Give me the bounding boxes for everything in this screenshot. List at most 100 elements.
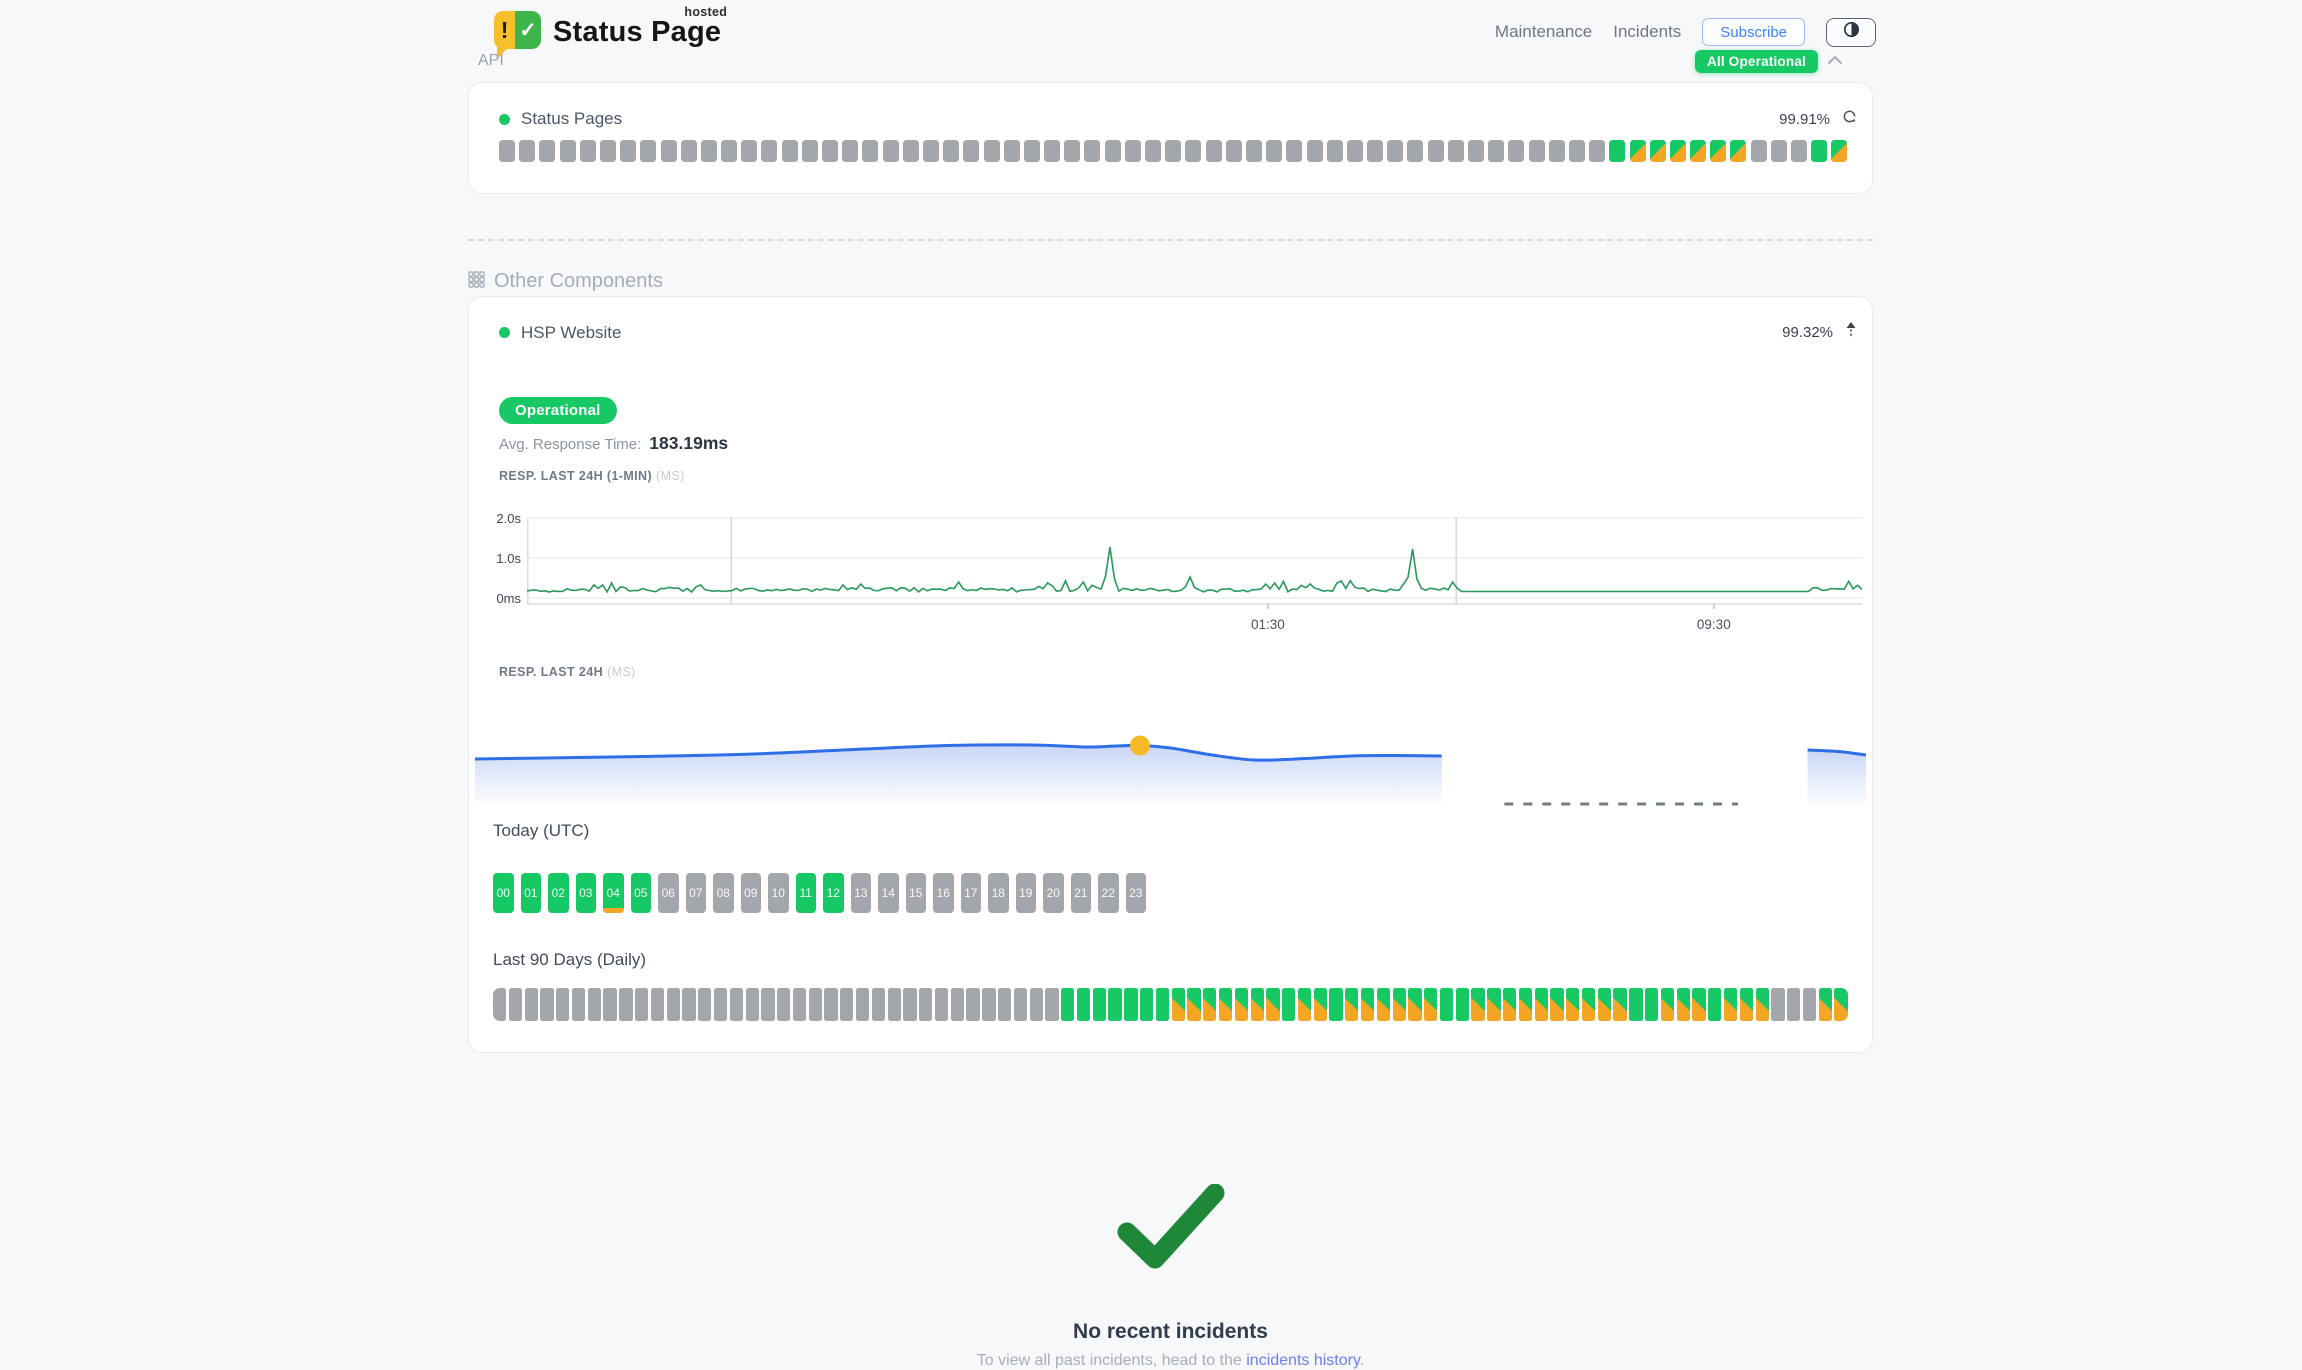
uptime-bar[interactable] (1629, 140, 1646, 162)
daily-uptime-bar[interactable] (1234, 988, 1248, 1021)
uptime-bar[interactable] (1589, 140, 1606, 162)
uptime-bar[interactable] (519, 140, 536, 162)
daily-uptime-bar[interactable] (1392, 988, 1406, 1021)
uptime-bar[interactable] (1084, 140, 1101, 162)
uptime-bar[interactable] (1245, 140, 1262, 162)
uptime-bar[interactable] (842, 140, 859, 162)
daily-uptime-bar[interactable] (1708, 988, 1722, 1021)
response-chart-24h-1min[interactable]: 2.0s 1.0s 0ms 01:30 09:30 (491, 511, 1862, 645)
uptime-bar[interactable] (1568, 140, 1585, 162)
uptime-bar[interactable] (922, 140, 939, 162)
daily-uptime-bar[interactable] (1550, 988, 1564, 1021)
uptime-bar[interactable] (1225, 140, 1242, 162)
daily-uptime-bar[interactable] (1250, 988, 1264, 1021)
daily-uptime-bar[interactable] (966, 988, 980, 1021)
uptime-bar[interactable] (1427, 140, 1444, 162)
daily-uptime-bar[interactable] (1092, 988, 1106, 1021)
uptime-bar[interactable] (1710, 140, 1727, 162)
uptime-bar[interactable] (660, 140, 677, 162)
uptime-bar[interactable] (1387, 140, 1404, 162)
uptime-bar[interactable] (1124, 140, 1141, 162)
uptime-bar[interactable] (1266, 140, 1283, 162)
nav-item-maintenance[interactable]: Maintenance (1494, 22, 1593, 41)
hour-block[interactable]: 20 (1043, 873, 1064, 913)
hour-block[interactable]: 21 (1070, 873, 1091, 913)
daily-uptime-bar[interactable] (1818, 988, 1832, 1021)
uptime-bar[interactable] (1609, 140, 1626, 162)
uptime-bar[interactable] (1205, 140, 1222, 162)
daily-uptime-bar[interactable] (650, 988, 665, 1021)
hour-block[interactable]: 03 (575, 873, 596, 913)
daily-uptime-bar[interactable] (571, 988, 586, 1021)
daily-uptime-bar[interactable] (1029, 988, 1043, 1021)
daily-uptime-bar[interactable] (1613, 988, 1627, 1021)
hour-block[interactable]: 01 (520, 873, 541, 913)
response-chart-24h[interactable] (475, 703, 1866, 808)
uptime-bar[interactable] (1003, 140, 1020, 162)
hour-block[interactable]: 23 (1125, 873, 1146, 913)
daily-uptime-bar[interactable] (1676, 988, 1690, 1021)
daily-uptime-bar[interactable] (1503, 988, 1517, 1021)
daily-uptime-bar[interactable] (1408, 988, 1422, 1021)
daily-uptime-bar[interactable] (635, 988, 649, 1021)
uptime-bar[interactable] (499, 140, 515, 162)
uptime-bar[interactable] (882, 140, 899, 162)
daily-uptime-bar[interactable] (1076, 988, 1091, 1021)
daily-uptime-bar[interactable] (792, 988, 807, 1021)
uptime-bar[interactable] (983, 140, 1000, 162)
nav-item-incidents[interactable]: Incidents (1613, 22, 1682, 41)
daily-uptime-bar[interactable] (1755, 988, 1769, 1021)
daily-uptime-bar[interactable] (1203, 988, 1217, 1021)
daily-uptime-bar[interactable] (1171, 988, 1185, 1021)
hour-block[interactable]: 15 (905, 873, 926, 913)
daily-uptime-bar[interactable] (903, 988, 917, 1021)
hour-block[interactable]: 08 (713, 873, 734, 913)
daily-uptime-bar[interactable] (524, 988, 538, 1021)
daily-uptime-bar[interactable] (1629, 988, 1643, 1021)
daily-uptime-bar[interactable] (1439, 988, 1454, 1021)
daily-uptime-bar[interactable] (713, 988, 728, 1021)
uptime-bar[interactable] (1447, 140, 1464, 162)
uptime-bar[interactable] (1044, 140, 1061, 162)
daily-uptime-bar[interactable] (1534, 988, 1548, 1021)
daily-uptime-bar[interactable] (1771, 988, 1785, 1021)
theme-toggle-button[interactable] (1826, 17, 1876, 47)
daily-uptime-bar[interactable] (808, 988, 822, 1021)
hour-block[interactable]: 18 (988, 873, 1009, 913)
daily-uptime-bar[interactable] (1723, 988, 1738, 1021)
daily-uptime-bar[interactable] (777, 988, 791, 1021)
uptime-bar[interactable] (1488, 140, 1505, 162)
daily-uptime-bar[interactable] (1140, 988, 1154, 1021)
daily-uptime-bar[interactable] (1660, 988, 1675, 1021)
daily-uptime-bar[interactable] (871, 988, 886, 1021)
daily-uptime-bar[interactable] (840, 988, 854, 1021)
uptime-bar[interactable] (599, 140, 616, 162)
daily-uptime-bar[interactable] (1471, 988, 1485, 1021)
daily-uptime-bar[interactable] (1124, 988, 1138, 1021)
chevron-up-icon[interactable] (1827, 52, 1843, 70)
hour-block[interactable]: 12 (823, 873, 844, 913)
overall-status-badge[interactable]: All Operational (1694, 49, 1818, 73)
subscribe-button[interactable]: Subscribe (1702, 18, 1805, 46)
daily-uptime-bar[interactable] (919, 988, 933, 1021)
hour-block[interactable]: 02 (548, 873, 569, 913)
uptime-bar[interactable] (1649, 140, 1666, 162)
uptime-bar[interactable] (1165, 140, 1182, 162)
daily-uptime-bar[interactable] (508, 988, 523, 1021)
daily-uptime-bar[interactable] (1376, 988, 1391, 1021)
daily-uptime-bar[interactable] (682, 988, 696, 1021)
daily-uptime-bar[interactable] (887, 988, 901, 1021)
uptime-bar[interactable] (1791, 140, 1807, 162)
uptime-bar[interactable] (1346, 140, 1363, 162)
hour-block[interactable]: 00 (493, 873, 514, 913)
hour-block[interactable]: 07 (685, 873, 706, 913)
uptime-bar[interactable] (620, 140, 637, 162)
daily-uptime-bar[interactable] (493, 988, 507, 1021)
uptime-bar[interactable] (1145, 140, 1161, 162)
hour-block[interactable]: 05 (630, 873, 651, 913)
uptime-bar[interactable] (822, 140, 838, 162)
uptime-bar[interactable] (801, 140, 818, 162)
uptime-bar[interactable] (1468, 140, 1484, 162)
daily-uptime-bar[interactable] (1645, 988, 1659, 1021)
daily-uptime-bar[interactable] (855, 988, 870, 1021)
